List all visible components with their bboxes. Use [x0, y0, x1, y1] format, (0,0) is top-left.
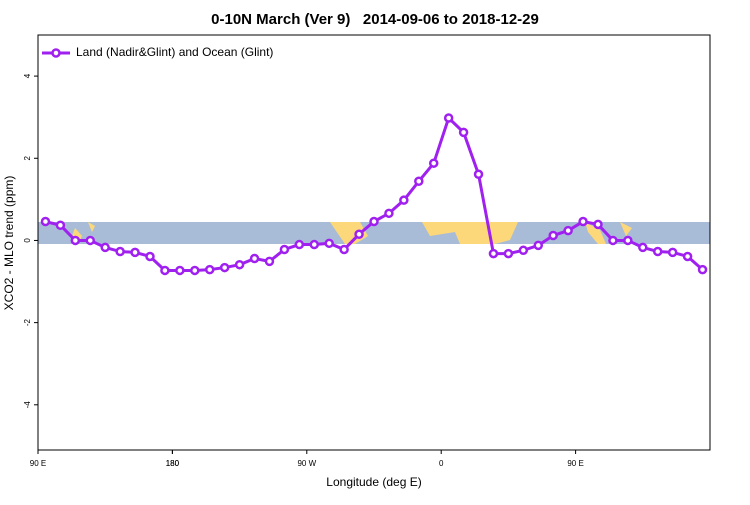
- point: [279, 244, 290, 255]
- chart-title: 0-10N March (Ver 9) 2014-09-06 to 2018-1…: [211, 11, 539, 28]
- point: [339, 244, 349, 255]
- point: [130, 247, 140, 258]
- x-tick-label: 0: [439, 459, 444, 468]
- point: [428, 158, 439, 168]
- point: [638, 242, 648, 253]
- point: [548, 230, 558, 241]
- y-axis-label: XCO2 - MLO trend (ppm): [2, 176, 16, 311]
- point: [578, 216, 588, 227]
- legend-label: Land (Nadir&Glint) and Ocean (Glint): [76, 45, 273, 59]
- x-tick-label: 90 W: [297, 459, 316, 468]
- point: [354, 229, 364, 240]
- x-tick-label: 90 E: [567, 459, 583, 468]
- y-tick-label: -2: [23, 319, 32, 327]
- point: [70, 235, 81, 246]
- point: [563, 225, 573, 236]
- point: [443, 113, 454, 123]
- point: [518, 245, 529, 256]
- point: [623, 235, 633, 246]
- point: [234, 259, 245, 270]
- point: [40, 216, 51, 227]
- point: [219, 262, 230, 273]
- y-tick-label: -4: [23, 401, 32, 409]
- point: [264, 256, 275, 267]
- point: [399, 195, 409, 205]
- point: [369, 216, 379, 227]
- point: [100, 242, 110, 253]
- point: [115, 246, 125, 257]
- point: [488, 248, 499, 259]
- point: [593, 219, 603, 230]
- point: [249, 253, 260, 264]
- point: [652, 246, 663, 257]
- x-tick-label: 90 E: [30, 459, 46, 468]
- point: [473, 169, 484, 180]
- map-strip: [38, 222, 710, 244]
- land: [422, 222, 518, 244]
- point: [324, 238, 334, 249]
- y-tick-label: 0: [23, 238, 32, 243]
- point: [190, 265, 200, 276]
- point: [667, 247, 678, 258]
- point: [458, 127, 469, 138]
- point: [608, 235, 618, 246]
- point: [533, 240, 544, 251]
- land: [585, 222, 606, 244]
- point: [682, 251, 693, 262]
- point: [384, 208, 394, 219]
- y-tick-label: 4: [23, 73, 32, 78]
- point: [294, 239, 305, 250]
- point: [145, 251, 155, 262]
- x-tick-label: 180: [166, 459, 180, 468]
- point: [85, 235, 96, 246]
- y-tick-label: 2: [23, 155, 32, 160]
- land: [620, 222, 632, 236]
- point: [160, 265, 170, 276]
- ocean-band: [38, 222, 710, 244]
- series-line: [45, 115, 704, 272]
- point: [414, 176, 424, 187]
- point: [55, 220, 66, 230]
- point: [204, 264, 215, 275]
- land: [88, 222, 95, 232]
- point: [309, 239, 320, 250]
- point: [697, 264, 708, 275]
- legend-marker: [51, 48, 61, 58]
- plot-frame: [37, 34, 711, 451]
- point: [503, 248, 514, 259]
- x-tick-label: 180: [166, 459, 180, 468]
- point: [175, 265, 185, 276]
- x-axis-label: Longitude (deg E): [326, 475, 421, 489]
